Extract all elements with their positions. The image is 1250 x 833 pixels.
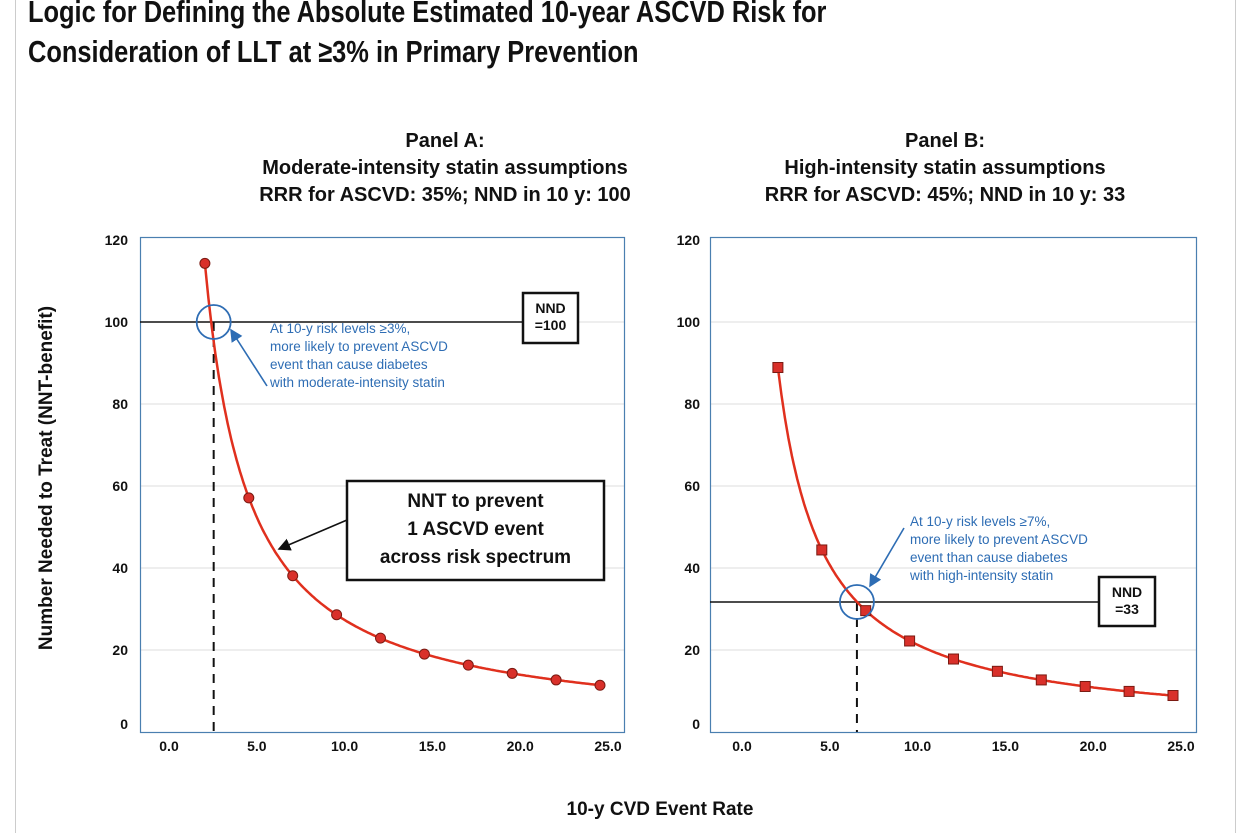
- x-tick-label: 20.0: [507, 738, 534, 754]
- nnt-curve: [776, 367, 1174, 697]
- x-tick-label: 25.0: [594, 738, 621, 754]
- callout-line: 1 ASCVD event: [407, 519, 544, 540]
- data-point: [506, 667, 518, 679]
- y-tick-label: 40: [684, 560, 700, 576]
- data-point: [550, 674, 562, 686]
- data-point: [287, 570, 299, 582]
- y-tick-label: 100: [105, 314, 129, 330]
- y-tick-label: 120: [105, 232, 129, 248]
- panel-title-line: RRR for ASCVD: 35%; NND in 10 y: 100: [259, 184, 631, 206]
- annotation-line: event than cause diabetes: [910, 550, 1068, 565]
- y-tick-label: 120: [677, 232, 701, 248]
- y-axis-label: Number Needed to Treat (NNT-benefit): [36, 306, 57, 650]
- y-tick-label: 0: [692, 716, 700, 732]
- y-tick-label: 100: [677, 314, 701, 330]
- panel-a: Panel A: Moderate-intensity statin assump…: [105, 130, 631, 754]
- data-point: [243, 492, 255, 504]
- data-point: [1167, 690, 1179, 702]
- x-axis-label: 10-y CVD Event Rate: [567, 799, 754, 820]
- callout-line: across risk spectrum: [380, 547, 571, 568]
- data-point: [594, 679, 606, 691]
- x-tick-label: 20.0: [1080, 738, 1107, 754]
- panel-title-line: RRR for ASCVD: 45%; NND in 10 y: 33: [765, 184, 1125, 206]
- plot-area-frame: [709, 236, 1198, 734]
- data-point: [199, 257, 211, 269]
- nnd-box: [521, 291, 580, 345]
- data-point: [418, 648, 430, 660]
- annotation-line: with moderate-intensity statin: [269, 375, 445, 390]
- annotation-line: At 10-y risk levels ≥7%,: [910, 514, 1050, 529]
- threshold-highlight-circle: [839, 584, 875, 620]
- y-tick-label: 0: [120, 716, 128, 732]
- annotation-arrow: [869, 527, 905, 588]
- data-point: [462, 659, 474, 671]
- callout-line: NNT to prevent: [407, 491, 544, 512]
- x-tick-label: 15.0: [992, 738, 1019, 754]
- y-tick-label: 60: [684, 478, 700, 494]
- x-tick-label: 0.0: [732, 738, 752, 754]
- callout-box: [345, 479, 606, 582]
- panel-b: Panel B: High-intensity statin assumption…: [677, 130, 1198, 754]
- x-tick-label: 15.0: [419, 738, 446, 754]
- x-tick-label: 10.0: [331, 738, 358, 754]
- nnt-curve: [203, 263, 601, 687]
- panel-title-line: Moderate-intensity statin assumptions: [262, 157, 628, 179]
- y-tick-label: 20: [112, 642, 128, 658]
- x-tick-label: 10.0: [904, 738, 931, 754]
- annotation-line: with high-intensity statin: [909, 568, 1053, 583]
- annotation-line: event than cause diabetes: [270, 357, 428, 372]
- y-tick-label: 80: [684, 396, 700, 412]
- y-tick-label: 60: [112, 478, 128, 494]
- annotation-line: more likely to prevent ASCVD: [910, 532, 1088, 547]
- data-point: [816, 544, 828, 556]
- nnd-label: NND: [1112, 584, 1142, 600]
- data-point: [904, 635, 916, 647]
- annotation-line: At 10-y risk levels ≥3%,: [270, 321, 410, 336]
- annotation-line: more likely to prevent ASCVD: [270, 339, 448, 354]
- threshold-highlight-circle: [195, 304, 232, 340]
- data-point: [375, 632, 386, 644]
- nnd-box: [1097, 575, 1157, 628]
- nnd-label: =33: [1115, 601, 1139, 617]
- data-point: [1123, 685, 1135, 697]
- panel-title-line: High-intensity statin assumptions: [784, 157, 1105, 179]
- panel-title-line: Panel A:: [405, 130, 484, 152]
- figure-title-line-2: Consideration of LLT at ≥3% in Primary P…: [28, 35, 639, 70]
- y-tick-label: 80: [112, 396, 128, 412]
- panel-title-line: Panel B:: [905, 130, 985, 152]
- x-tick-label: 25.0: [1167, 738, 1194, 754]
- annotation-arrow: [230, 328, 268, 387]
- callout-arrow: [277, 519, 348, 551]
- data-point: [331, 609, 343, 621]
- figure-title-line-1: Logic for Defining the Absolute Estimate…: [28, 0, 826, 30]
- y-tick-label: 40: [112, 560, 128, 576]
- data-point: [1035, 674, 1047, 686]
- data-point: [991, 665, 1003, 677]
- nnd-label: =100: [535, 317, 567, 333]
- x-tick-label: 0.0: [159, 738, 179, 754]
- plot-area-frame: [139, 236, 626, 734]
- data-point: [772, 362, 784, 374]
- y-tick-label: 20: [684, 642, 700, 658]
- data-point: [948, 653, 959, 665]
- x-tick-label: 5.0: [820, 738, 840, 754]
- nnd-label: NND: [535, 300, 565, 316]
- x-tick-label: 5.0: [247, 738, 267, 754]
- data-point: [1079, 680, 1091, 692]
